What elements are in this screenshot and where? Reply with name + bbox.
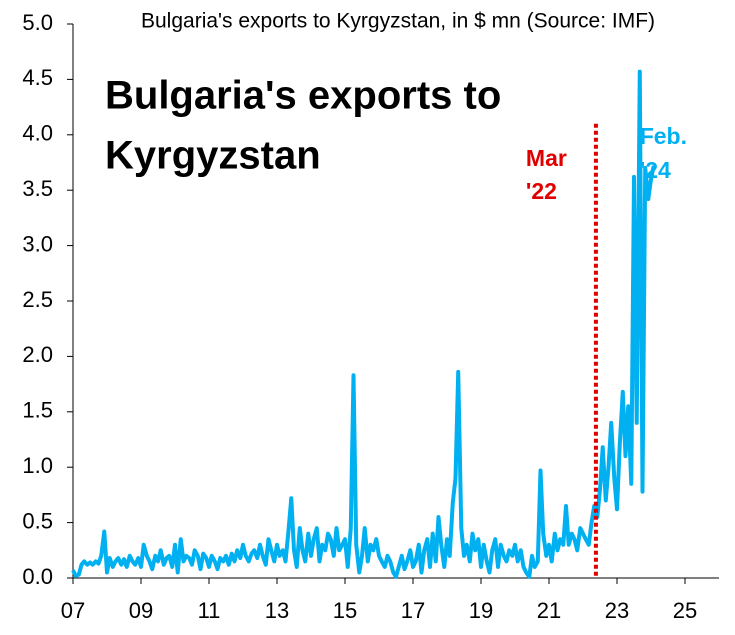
y-tick-label: 1.0 (22, 453, 53, 478)
headline: Kyrgyzstan (105, 134, 321, 178)
y-tick-label: 4.0 (22, 121, 53, 146)
x-tick-label: 15 (333, 598, 357, 623)
chart-title: Bulgaria's exports to Kyrgyzstan, in $ m… (141, 10, 655, 33)
x-tick-label: 11 (198, 598, 221, 623)
x-tick-label: 13 (265, 598, 289, 623)
data-line (71, 69, 656, 579)
y-tick-label: 2.0 (22, 342, 53, 367)
marker-label: '22 (526, 178, 557, 204)
x-tick-label: 19 (469, 598, 493, 623)
x-tick-label: 09 (129, 598, 153, 623)
marker-label: Mar (526, 145, 567, 171)
headline: Bulgaria's exports to (105, 74, 501, 118)
y-tick-label: 1.5 (22, 398, 53, 423)
end-label: '24 (640, 157, 671, 183)
y-tick-label: 0.5 (22, 508, 53, 533)
y-tick-label: 2.5 (22, 287, 53, 312)
y-tick-label: 5.0 (22, 10, 53, 35)
x-tick-label: 25 (673, 598, 697, 623)
y-tick-label: 4.5 (22, 65, 53, 90)
y-tick-label: 3.0 (22, 231, 53, 256)
y-tick-label: 3.5 (22, 176, 53, 201)
end-label: Feb. (640, 123, 687, 149)
y-tick-label: 0.0 (22, 564, 53, 589)
x-tick-label: 21 (537, 598, 561, 623)
x-tick-label: 17 (401, 598, 425, 623)
x-tick-label: 07 (61, 598, 85, 623)
x-tick-label: 23 (605, 598, 629, 623)
